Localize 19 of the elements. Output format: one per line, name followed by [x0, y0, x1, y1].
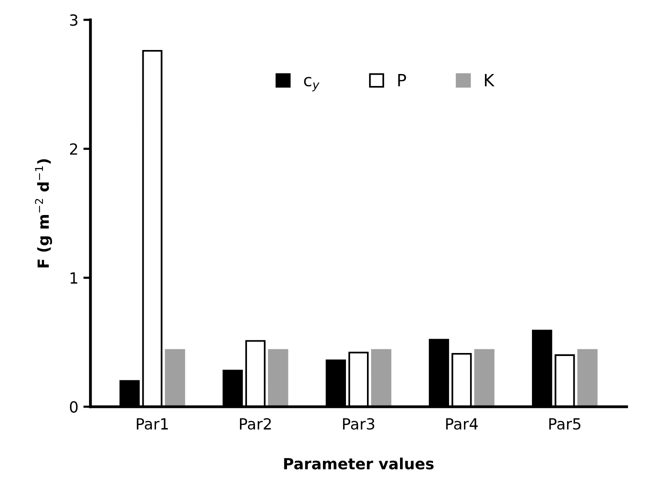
- bar: [474, 349, 494, 407]
- bar: [371, 349, 392, 407]
- x-tick-label: Par2: [240, 418, 271, 430]
- x-tick-label: Par5: [549, 418, 580, 430]
- y-tick-label: 0: [70, 401, 78, 413]
- legend-label: K: [484, 74, 495, 86]
- x-tick-label: Par3: [343, 418, 374, 430]
- y-tick-label: 2: [70, 143, 78, 155]
- x-axis-title: Parameter values: [284, 458, 434, 470]
- bar: [577, 349, 598, 407]
- bar: [268, 349, 288, 407]
- legend-label: c$_{y}$: [304, 76, 320, 92]
- x-tick-label: Par1: [136, 418, 168, 430]
- y-tick-label: 1: [70, 272, 78, 284]
- bar: [164, 349, 186, 407]
- y-tick-label: 3: [70, 14, 78, 26]
- legend-label: P: [398, 74, 406, 86]
- y-axis-title: F (g m$^{−2}$ d$^{−1}$): [34, 159, 52, 268]
- x-tick-label: Par4: [446, 418, 478, 430]
